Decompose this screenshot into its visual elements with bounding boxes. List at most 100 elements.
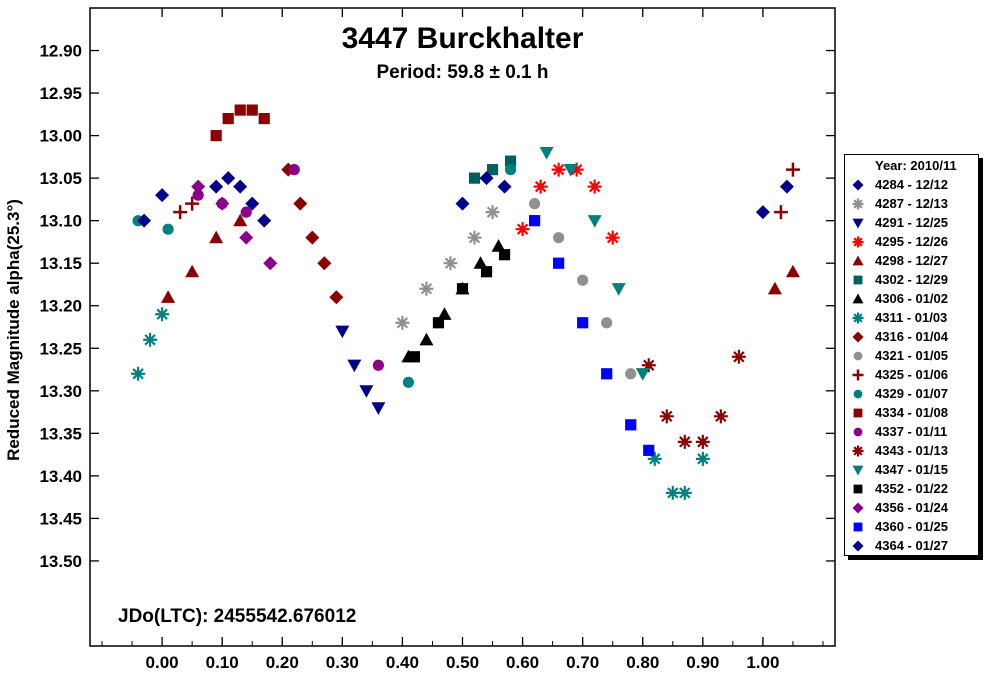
legend-entry: 4295 - 12/26 — [851, 233, 979, 252]
data-point — [515, 222, 530, 237]
legend-label: 4343 - 01/13 — [875, 443, 949, 458]
data-point — [643, 444, 655, 456]
legend-marker-shape — [852, 502, 864, 514]
data-point — [335, 325, 350, 339]
legend-entry: 4325 - 01/06 — [851, 366, 979, 385]
y-tick-label: 13.10 — [39, 212, 82, 231]
legend: Year: 2010/11 4284 - 12/12 4287 - 12/13 42… — [844, 154, 979, 556]
data-point — [587, 215, 602, 228]
data-point — [288, 164, 300, 176]
data-point — [533, 179, 548, 194]
legend-label: 4356 - 01/24 — [875, 500, 949, 515]
legend-label: 4334 - 01/08 — [875, 405, 949, 420]
y-tick-label: 13.00 — [39, 127, 82, 146]
legend-marker — [853, 351, 863, 361]
legend-label: 4316 - 01/04 — [875, 329, 949, 344]
legend-label: 4302 - 12/29 — [875, 272, 949, 287]
legend-marker — [853, 522, 863, 532]
series-18 — [528, 215, 655, 456]
data-point — [222, 112, 234, 125]
legend-entry: 4343 - 01/13 — [851, 442, 979, 461]
x-tick-label: 0.90 — [686, 653, 719, 672]
x-tick-label: 0.80 — [626, 653, 659, 672]
plot-frame — [89, 7, 836, 647]
y-tick-label: 13.05 — [39, 169, 82, 188]
data-point — [329, 290, 344, 305]
data-point — [551, 162, 566, 177]
legend-entry: 4352 - 01/22 — [851, 480, 979, 499]
series-13 — [192, 164, 384, 371]
data-point — [209, 230, 224, 244]
legend-label: 4352 - 01/22 — [875, 481, 949, 496]
legend-marker — [852, 179, 864, 191]
data-point — [473, 256, 488, 269]
legend-entry: 4364 - 01/27 — [851, 537, 979, 556]
legend-marker-shape — [852, 236, 864, 248]
data-point — [601, 317, 613, 329]
data-point — [234, 104, 246, 116]
data-point — [695, 451, 710, 466]
data-point — [402, 376, 415, 388]
legend-marker-shape — [853, 389, 863, 399]
data-point — [233, 213, 248, 227]
legend-marker — [853, 427, 863, 437]
data-point — [215, 196, 230, 211]
data-point — [767, 281, 782, 295]
data-point — [491, 239, 506, 252]
data-point — [131, 366, 146, 381]
x-tick-label: 0.50 — [446, 653, 479, 672]
legend-label: 4311 - 01/03 — [875, 310, 948, 325]
legend-marker — [852, 312, 864, 324]
data-point — [625, 368, 637, 380]
data-point — [221, 171, 236, 186]
legend-label: 4325 - 01/06 — [875, 367, 949, 382]
data-point — [155, 188, 170, 203]
data-point — [305, 230, 320, 245]
data-point — [677, 434, 692, 449]
data-point — [498, 249, 511, 261]
data-point — [161, 290, 176, 303]
legend-marker — [853, 484, 863, 494]
x-tick-label: 0.20 — [266, 653, 299, 672]
legend-marker-shape — [852, 445, 864, 457]
data-point — [625, 419, 637, 431]
data-point — [456, 283, 469, 295]
chart-title: 3447 Burckhalter — [341, 22, 584, 55]
legend-marker-shape — [852, 179, 864, 191]
series-10 — [173, 162, 800, 220]
x-tick-label: 0.70 — [566, 653, 599, 672]
data-point — [479, 171, 494, 186]
data-point — [497, 179, 512, 194]
legend-title: Year: 2010/11 — [875, 158, 957, 173]
legend-entry: 4298 - 12/27 — [851, 252, 979, 271]
legend-entry: 4306 - 01/02 — [851, 290, 979, 309]
legend-label: 4291 - 12/25 — [875, 215, 949, 230]
legend-marker-shape — [853, 484, 863, 494]
data-point — [785, 264, 800, 278]
data-point — [611, 283, 626, 296]
legend-marker-shape — [852, 369, 864, 381]
data-point — [443, 256, 458, 271]
legend-label: 4321 - 01/05 — [875, 348, 949, 363]
series-3 — [515, 162, 620, 245]
legend-label: 4298 - 12/27 — [875, 253, 949, 268]
data-point — [137, 213, 152, 228]
legend-entry: 4316 - 01/04 — [851, 328, 979, 347]
data-point — [485, 205, 500, 220]
data-point — [641, 358, 656, 373]
legend-marker-shape — [852, 465, 864, 476]
series-16 — [408, 249, 511, 363]
legend-marker — [852, 236, 864, 248]
legend-label: 4360 - 01/25 — [875, 519, 949, 534]
data-point — [192, 189, 204, 201]
series-7 — [131, 307, 710, 500]
data-point — [185, 264, 200, 278]
data-point — [258, 112, 270, 125]
legend-label: 4306 - 01/02 — [875, 291, 949, 306]
series-15 — [539, 147, 650, 381]
legend-marker — [853, 408, 863, 418]
data-point — [563, 164, 578, 177]
legend-label: 4364 - 01/27 — [875, 538, 949, 553]
y-tick-label: 13.45 — [39, 509, 82, 528]
y-tick-label: 13.20 — [39, 297, 82, 316]
